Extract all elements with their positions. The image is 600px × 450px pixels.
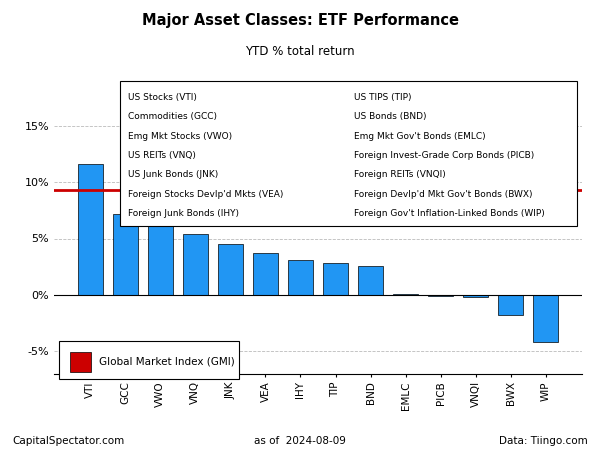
- Text: CapitalSpectator.com: CapitalSpectator.com: [12, 436, 124, 446]
- Text: Foreign Stocks Devlp'd Mkts (VEA): Foreign Stocks Devlp'd Mkts (VEA): [128, 190, 283, 199]
- Text: US REITs (VNQ): US REITs (VNQ): [128, 151, 196, 160]
- Text: Foreign REITs (VNQI): Foreign REITs (VNQI): [353, 171, 445, 180]
- Bar: [218, 244, 242, 295]
- Bar: [394, 293, 418, 295]
- Bar: [253, 253, 278, 295]
- Text: Foreign Invest-Grade Corp Bonds (PICB): Foreign Invest-Grade Corp Bonds (PICB): [353, 151, 534, 160]
- Text: Global Market Index (GMI): Global Market Index (GMI): [99, 356, 235, 366]
- Text: Major Asset Classes: ETF Performance: Major Asset Classes: ETF Performance: [142, 14, 458, 28]
- Bar: [358, 266, 383, 295]
- Text: Data: Tiingo.com: Data: Tiingo.com: [499, 436, 588, 446]
- Text: US Stocks (VTI): US Stocks (VTI): [128, 93, 197, 102]
- Bar: [183, 234, 208, 295]
- Text: Commodities (GCC): Commodities (GCC): [128, 112, 217, 121]
- Bar: [499, 295, 523, 315]
- Text: Foreign Gov't Inflation-Linked Bonds (WIP): Foreign Gov't Inflation-Linked Bonds (WI…: [353, 209, 544, 218]
- FancyBboxPatch shape: [59, 341, 239, 379]
- Text: Emg Mkt Stocks (VWO): Emg Mkt Stocks (VWO): [128, 131, 232, 140]
- Bar: [78, 164, 103, 295]
- Bar: [463, 295, 488, 297]
- Text: US Junk Bonds (JNK): US Junk Bonds (JNK): [128, 171, 218, 180]
- Text: Foreign Devlp'd Mkt Gov't Bonds (BWX): Foreign Devlp'd Mkt Gov't Bonds (BWX): [353, 190, 532, 199]
- Text: US TIPS (TIP): US TIPS (TIP): [353, 93, 411, 102]
- Text: US Bonds (BND): US Bonds (BND): [353, 112, 426, 121]
- Bar: [148, 221, 173, 295]
- FancyBboxPatch shape: [120, 81, 577, 226]
- Text: Foreign Junk Bonds (IHY): Foreign Junk Bonds (IHY): [128, 209, 239, 218]
- Text: Emg Mkt Gov't Bonds (EMLC): Emg Mkt Gov't Bonds (EMLC): [353, 131, 485, 140]
- Text: as of  2024-08-09: as of 2024-08-09: [254, 436, 346, 446]
- Bar: [288, 260, 313, 295]
- Bar: [533, 295, 558, 342]
- Bar: [113, 214, 137, 295]
- Bar: [323, 263, 348, 295]
- Bar: [70, 351, 91, 372]
- Bar: [428, 295, 453, 296]
- Text: YTD % total return: YTD % total return: [245, 45, 355, 58]
